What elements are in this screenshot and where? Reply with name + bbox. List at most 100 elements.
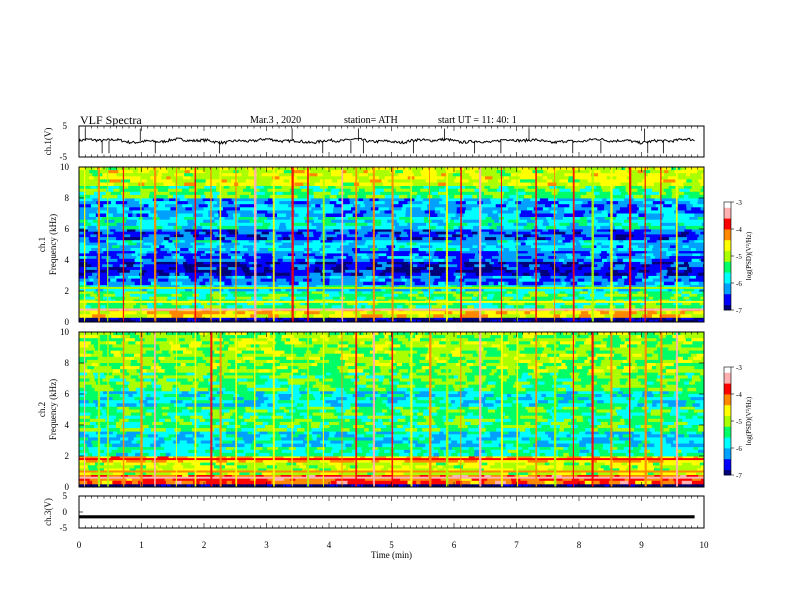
spectrum-cell bbox=[540, 474, 547, 479]
colorbar-swatch bbox=[724, 212, 731, 216]
spectrum-cell bbox=[447, 242, 455, 246]
spectrum-cell bbox=[110, 191, 122, 196]
spectrum-cell bbox=[235, 272, 246, 276]
spectrum-cell bbox=[497, 210, 504, 214]
spectrum-cell bbox=[554, 284, 566, 289]
spectrum-cell bbox=[170, 483, 179, 488]
spectrum-cell bbox=[663, 204, 673, 208]
spectrum-cell bbox=[152, 477, 166, 482]
spectrum-cell bbox=[454, 278, 460, 283]
spectrum-cell bbox=[90, 305, 102, 309]
spectrum-cell bbox=[261, 291, 271, 295]
spectrum-cell bbox=[434, 239, 446, 243]
spectrum-cell bbox=[237, 474, 245, 479]
spectrum-cell bbox=[527, 219, 536, 224]
spectrum-cell bbox=[184, 272, 197, 276]
spectrum-cell bbox=[664, 278, 675, 283]
spectrum-cell bbox=[445, 474, 453, 479]
spectrum-cell bbox=[193, 219, 204, 224]
spectrum-cell bbox=[361, 237, 372, 241]
spectrum-cell bbox=[315, 253, 328, 257]
spectrum-cell bbox=[642, 201, 654, 205]
spectrum-cell bbox=[683, 182, 695, 186]
spectrum-cell bbox=[175, 245, 183, 249]
spectrum-cell bbox=[230, 248, 239, 252]
spectrum-cell bbox=[459, 229, 472, 233]
spectrum-cell bbox=[549, 173, 557, 177]
spectrum-cell bbox=[411, 483, 419, 488]
spectrum-cell bbox=[309, 237, 320, 241]
spectrum-cell bbox=[688, 261, 699, 265]
spectrum-cell bbox=[498, 179, 504, 183]
spectrum-cell bbox=[384, 194, 394, 199]
spectrum-cell bbox=[362, 272, 373, 276]
spectrum-cell bbox=[396, 319, 406, 323]
spectrum-cell bbox=[579, 264, 587, 268]
spectrum-cell bbox=[308, 261, 316, 265]
spectrum-cell bbox=[179, 253, 190, 257]
spectrum-cell bbox=[432, 237, 445, 241]
spectrum-cell bbox=[460, 281, 467, 286]
spectrum-cell bbox=[583, 213, 589, 217]
spectrum-cell bbox=[298, 275, 306, 279]
spectrum-cell bbox=[175, 480, 182, 485]
spectrum-cell bbox=[683, 253, 693, 257]
spectrum-cell bbox=[107, 173, 118, 177]
spectrum-cell bbox=[572, 296, 579, 300]
spectrum-cell bbox=[141, 311, 148, 315]
spectrum-cell bbox=[627, 207, 640, 211]
spectrum-cell bbox=[447, 173, 454, 177]
spectrum-cell bbox=[243, 222, 256, 227]
spectrum-cell bbox=[459, 311, 466, 315]
spectrum-cell bbox=[359, 287, 366, 292]
spectrum-cell bbox=[116, 222, 128, 227]
spectrum-cell bbox=[464, 185, 477, 190]
spectrum-cell bbox=[545, 474, 553, 479]
spectrum-cell bbox=[694, 284, 705, 289]
spectrum-cell bbox=[386, 225, 396, 230]
spectrum-cell bbox=[231, 173, 243, 177]
spectrum-cell bbox=[371, 284, 382, 289]
spectrum-cell bbox=[693, 194, 704, 199]
spectrum-cell bbox=[209, 248, 221, 252]
spectrum-cell bbox=[145, 231, 154, 235]
spectrum-cell bbox=[381, 287, 387, 292]
spectrum-cell bbox=[632, 293, 642, 297]
spectrum-cell bbox=[311, 278, 322, 283]
spectrum-cell bbox=[388, 248, 394, 252]
spectrum-cell bbox=[96, 275, 109, 279]
spectrum-cell bbox=[231, 179, 239, 183]
spectrum-cell bbox=[283, 483, 294, 488]
spectrum-cell bbox=[474, 291, 483, 295]
spectrum-cell bbox=[330, 284, 340, 289]
spectrum-cell bbox=[304, 242, 310, 246]
spectrum-cell bbox=[306, 483, 313, 488]
spectrum-cell bbox=[306, 305, 315, 309]
spectrum-cell bbox=[144, 474, 153, 479]
spectrum-cell bbox=[119, 272, 131, 276]
spectrum-cell bbox=[338, 182, 344, 186]
spectrum-cell bbox=[656, 267, 668, 271]
spectrum-cell bbox=[579, 179, 589, 183]
spectrum-cell bbox=[674, 278, 682, 283]
spectrum-cell bbox=[401, 237, 408, 241]
spectrum-cell bbox=[671, 198, 679, 202]
spectrum-cell bbox=[592, 281, 598, 286]
spectrum-cell bbox=[280, 293, 289, 297]
spectrum-cell bbox=[134, 296, 140, 300]
spectrum-cell bbox=[327, 258, 338, 262]
spectrum-cell bbox=[79, 225, 89, 230]
spectrum-cell bbox=[638, 319, 646, 323]
spectrum-cell bbox=[273, 242, 283, 246]
spectrum-cell bbox=[136, 242, 144, 246]
spectrum-cell bbox=[640, 267, 650, 271]
spectrum-cell bbox=[483, 248, 491, 252]
spectrum-cell bbox=[664, 245, 671, 249]
spectrum-cell bbox=[159, 317, 166, 321]
y-tick-label: 6 bbox=[65, 224, 70, 234]
spectrum-cell bbox=[554, 305, 561, 309]
spectrum-cell bbox=[417, 284, 430, 289]
spectrum-cell bbox=[141, 319, 153, 323]
spectrum-cell bbox=[274, 201, 280, 205]
spectrum-cell bbox=[635, 275, 644, 279]
